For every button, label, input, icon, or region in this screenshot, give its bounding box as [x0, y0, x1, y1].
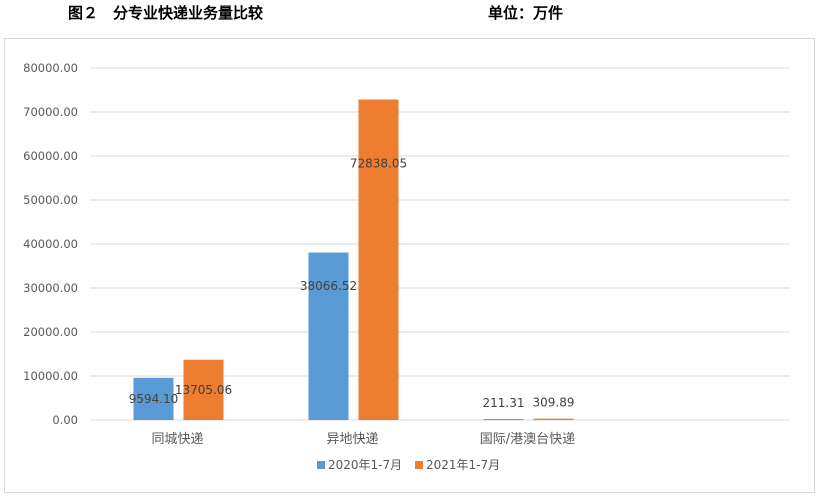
legend-label: 2020年1-7月	[328, 458, 402, 472]
bar	[183, 359, 224, 420]
legend-swatch	[415, 461, 423, 469]
y-tick-label: 20000.00	[23, 325, 78, 339]
y-axis-ticks: 0.00 10000.00 20000.00 30000.00 40000.00 5000…	[23, 61, 78, 427]
y-tick-label: 70000.00	[23, 105, 78, 119]
data-label: 13705.06	[175, 383, 232, 397]
y-tick-label: 80000.00	[23, 61, 78, 75]
x-axis-categories: 同城快递 异地快递 国际/港澳台快递	[151, 431, 575, 447]
data-label: 38066.52	[300, 279, 357, 293]
bar	[483, 419, 524, 421]
chart-caption-unit: 单位：万件	[488, 4, 564, 22]
y-tick-label: 0.00	[52, 413, 78, 427]
data-label: 9594.10	[129, 392, 179, 406]
bars	[133, 99, 574, 421]
legend-label: 2021年1-7月	[426, 458, 500, 472]
y-tick-label: 30000.00	[23, 281, 78, 295]
bar	[308, 252, 349, 420]
legend-swatch	[317, 461, 325, 469]
bar	[133, 377, 174, 420]
chart-caption-title: 图２ 分专业快递业务量比较	[68, 4, 264, 22]
data-label: 72838.05	[350, 157, 407, 171]
bar	[358, 99, 399, 421]
gridlines	[90, 67, 790, 421]
y-tick-label: 60000.00	[23, 149, 78, 163]
data-label: 309.89	[533, 396, 575, 410]
x-category-label: 国际/港澳台快递	[480, 431, 575, 447]
y-tick-label: 10000.00	[23, 369, 78, 383]
y-tick-label: 40000.00	[23, 237, 78, 251]
legend: 2020年1-7月 2021年1-7月	[317, 458, 500, 472]
bar	[533, 418, 574, 420]
chart-frame	[4, 38, 815, 493]
data-label: 211.31	[483, 396, 525, 410]
x-category-label: 异地快递	[326, 432, 378, 447]
y-tick-label: 50000.00	[23, 193, 78, 207]
x-category-label: 同城快递	[151, 432, 203, 447]
